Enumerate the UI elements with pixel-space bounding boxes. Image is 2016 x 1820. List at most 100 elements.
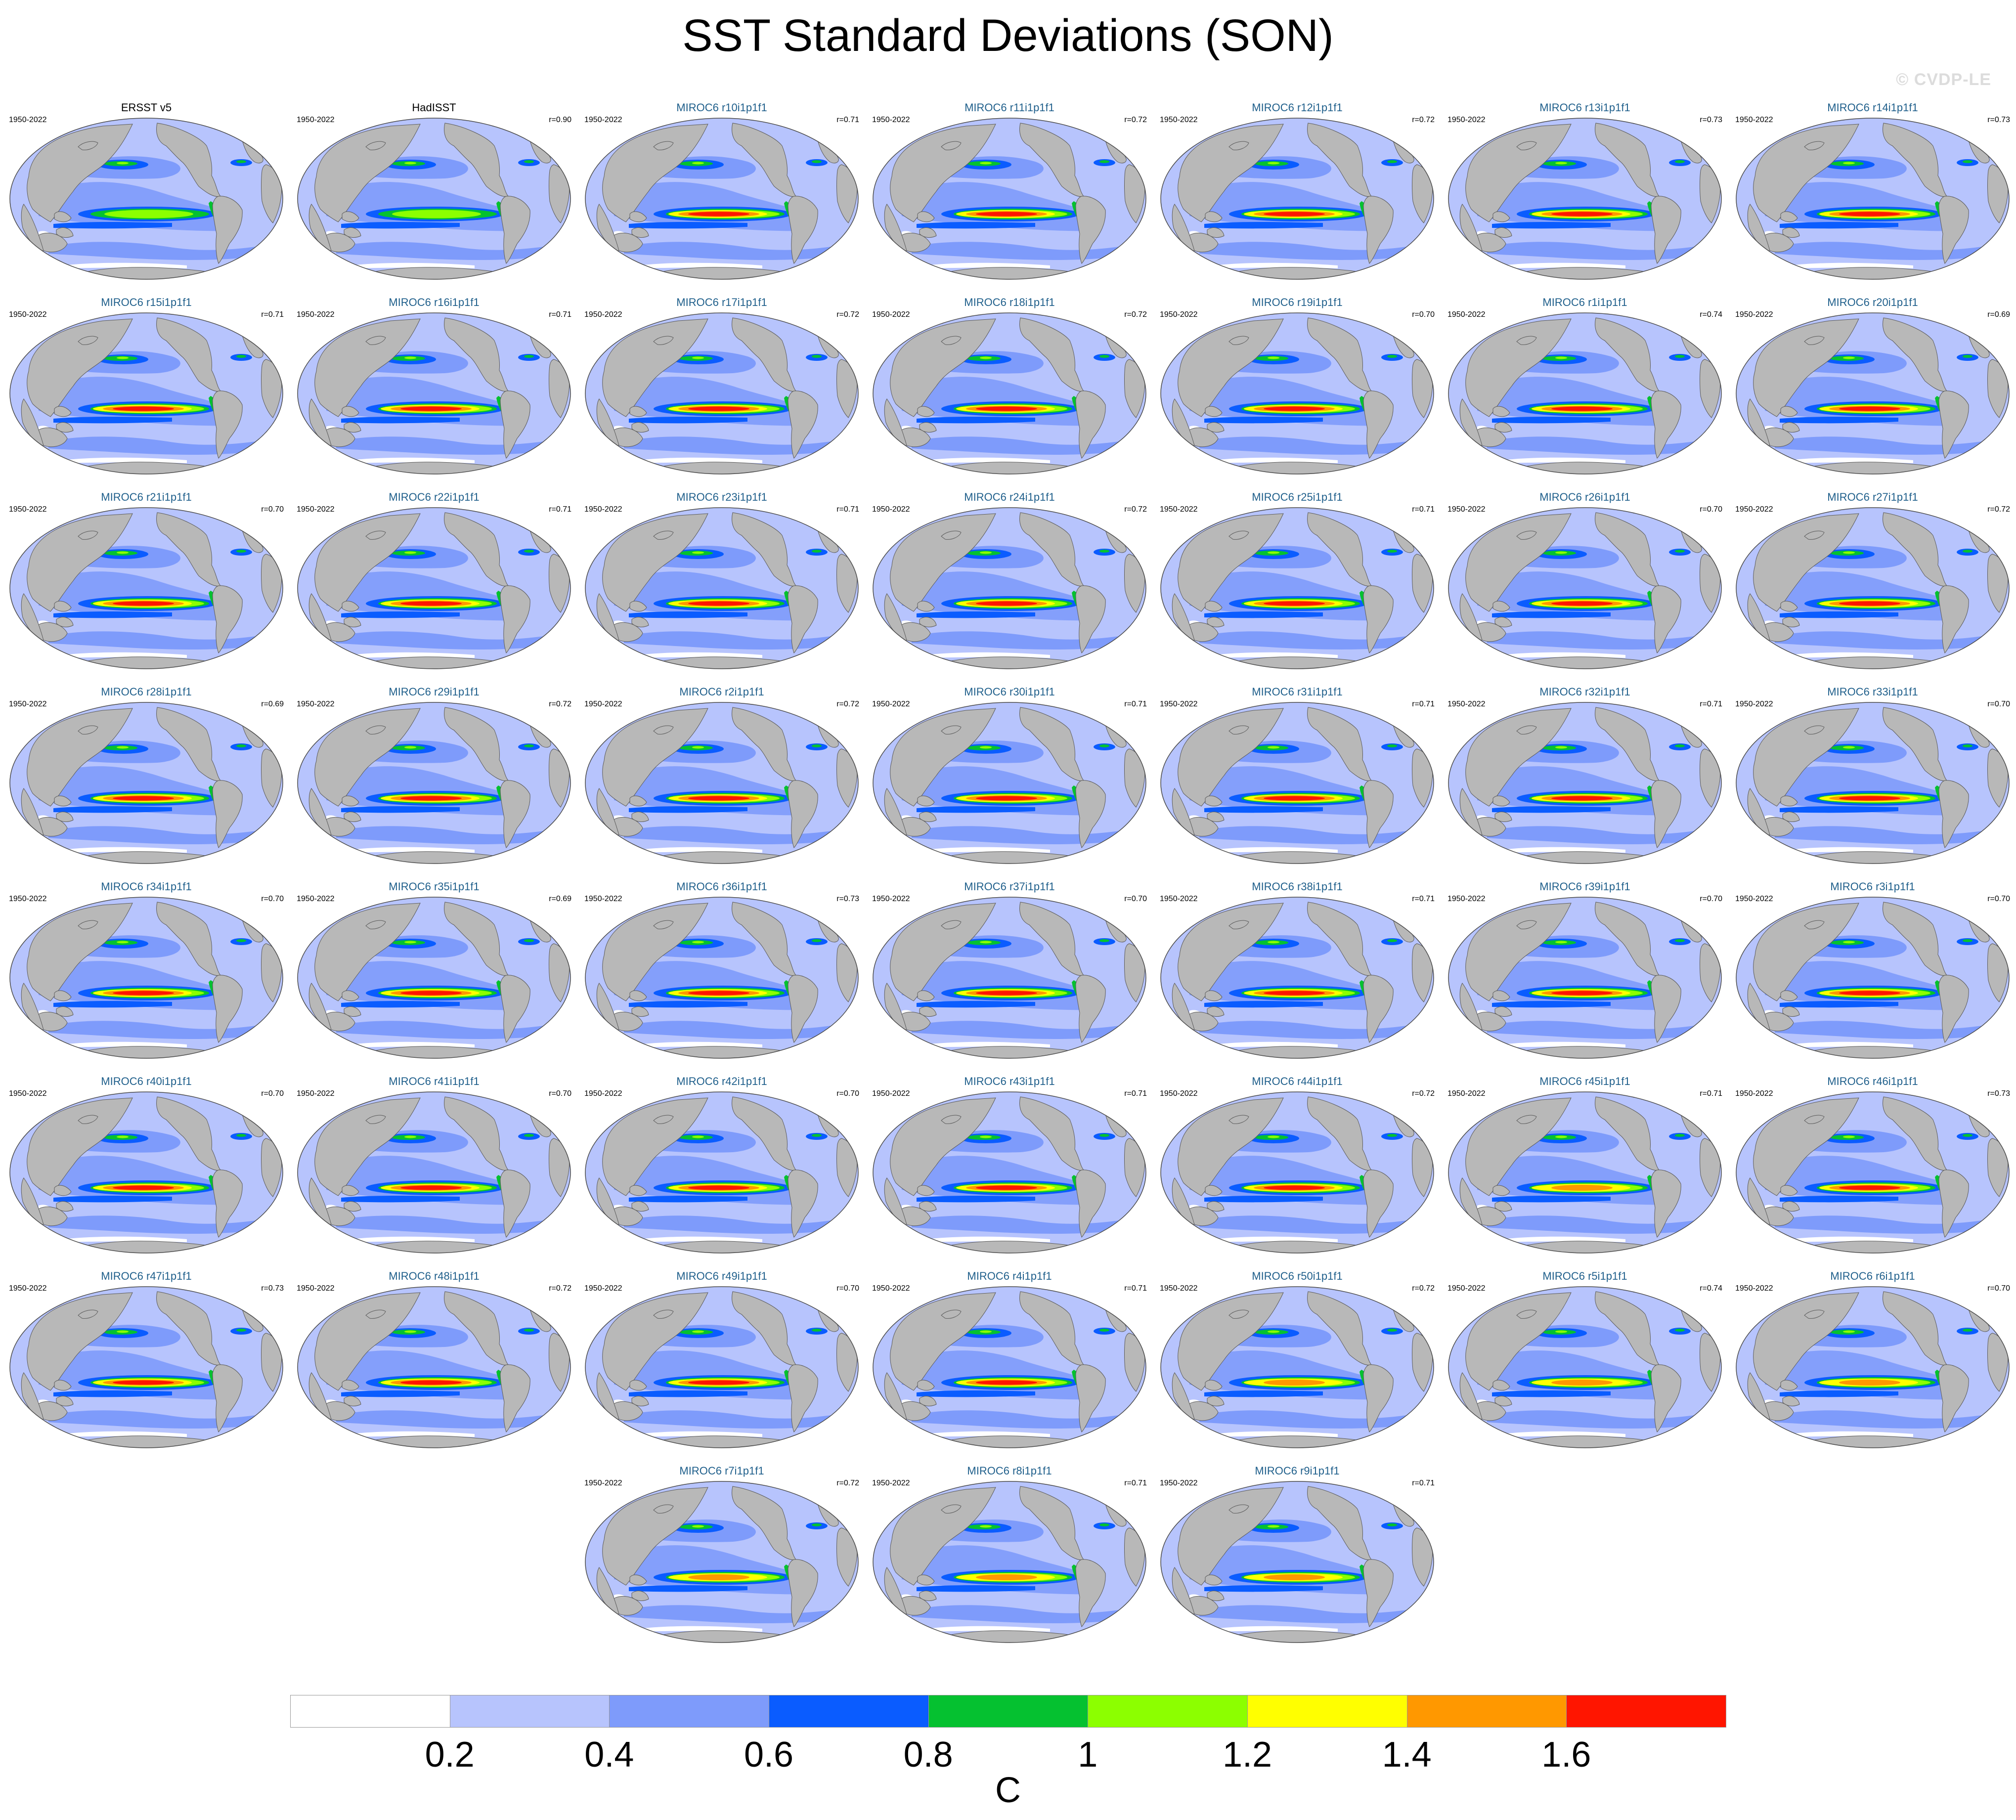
map-panel: MIROC6 r33i1p1f1 1950-2022 r=0.70 xyxy=(1729,686,2016,881)
map-panel: MIROC6 r19i1p1f1 1950-2022 r=0.70 xyxy=(1154,296,1441,491)
panel-title: MIROC6 r4i1p1f1 xyxy=(967,1270,1052,1282)
colorbar-tick-label: 1.6 xyxy=(1541,1735,1591,1775)
colorbar-swatch xyxy=(1088,1695,1248,1728)
map-panel: MIROC6 r22i1p1f1 1950-2022 r=0.71 xyxy=(291,491,577,686)
sst-map xyxy=(297,1286,571,1448)
sst-map xyxy=(1448,702,1722,864)
panel-correlation: r=0.72 xyxy=(549,1284,571,1293)
colorbar-swatch xyxy=(609,1695,769,1728)
panel-correlation: r=0.70 xyxy=(261,505,284,514)
panel-title: MIROC6 r45i1p1f1 xyxy=(1539,1075,1630,1087)
panel-period: 1950-2022 xyxy=(9,1284,47,1293)
sst-map xyxy=(585,702,859,864)
sst-map xyxy=(873,312,1146,475)
panel-correlation: r=0.71 xyxy=(1124,700,1147,708)
map-panel: MIROC6 r46i1p1f1 1950-2022 r=0.73 xyxy=(1729,1075,2016,1270)
colorbar-swatch xyxy=(769,1695,929,1728)
map-panel: MIROC6 r30i1p1f1 1950-2022 r=0.71 xyxy=(866,686,1153,881)
panel-period: 1950-2022 xyxy=(1447,1089,1486,1098)
sst-map xyxy=(9,702,283,864)
panel-period: 1950-2022 xyxy=(1735,116,1773,124)
map-panel: MIROC6 r42i1p1f1 1950-2022 r=0.70 xyxy=(578,1075,865,1270)
panel-period: 1950-2022 xyxy=(9,1089,47,1098)
map-panel: MIROC6 r4i1p1f1 1950-2022 r=0.71 xyxy=(866,1270,1153,1465)
map-panel: MIROC6 r27i1p1f1 1950-2022 r=0.72 xyxy=(1729,491,2016,686)
panel-correlation: r=0.69 xyxy=(1987,310,2010,319)
panel-period: 1950-2022 xyxy=(1447,505,1486,514)
sst-map xyxy=(1448,312,1722,475)
sst-map xyxy=(1448,1286,1722,1448)
map-panel: MIROC6 r1i1p1f1 1950-2022 r=0.74 xyxy=(1442,296,1728,491)
panel-correlation: r=0.71 xyxy=(1124,1284,1147,1293)
panel-correlation: r=0.70 xyxy=(836,1284,859,1293)
sst-map xyxy=(1448,1091,1722,1254)
sst-map xyxy=(9,312,283,475)
panel-title: MIROC6 r24i1p1f1 xyxy=(964,491,1055,503)
panel-period: 1950-2022 xyxy=(584,1284,622,1293)
sst-map xyxy=(9,897,283,1059)
panel-period: 1950-2022 xyxy=(1447,116,1486,124)
map-panel: MIROC6 r44i1p1f1 1950-2022 r=0.72 xyxy=(1154,1075,1441,1270)
sst-map xyxy=(1160,1286,1434,1448)
sst-map xyxy=(1448,897,1722,1059)
map-panel: MIROC6 r39i1p1f1 1950-2022 r=0.70 xyxy=(1442,880,1728,1076)
panel-correlation: r=0.73 xyxy=(1987,116,2010,124)
colorbar-swatch xyxy=(1566,1695,1726,1728)
panel-correlation: r=0.72 xyxy=(836,700,859,708)
sst-map xyxy=(1736,702,2010,864)
map-panel: MIROC6 r2i1p1f1 1950-2022 r=0.72 xyxy=(578,686,865,881)
colorbar-swatch xyxy=(449,1695,610,1728)
panel-period: 1950-2022 xyxy=(1735,1089,1773,1098)
colorbar-tick-label: 1 xyxy=(1078,1735,1098,1775)
map-panel: MIROC6 r47i1p1f1 1950-2022 r=0.73 xyxy=(3,1270,290,1465)
panel-title: MIROC6 r50i1p1f1 xyxy=(1252,1270,1343,1282)
panel-period: 1950-2022 xyxy=(1160,116,1198,124)
panel-correlation: r=0.70 xyxy=(1412,310,1435,319)
panel-correlation: r=0.70 xyxy=(1987,1284,2010,1293)
map-panel: MIROC6 r50i1p1f1 1950-2022 r=0.72 xyxy=(1154,1270,1441,1465)
sst-map xyxy=(873,702,1146,864)
panel-title: MIROC6 r34i1p1f1 xyxy=(101,880,192,893)
panel-title: MIROC6 r46i1p1f1 xyxy=(1827,1075,1918,1087)
map-panel: MIROC6 r8i1p1f1 1950-2022 r=0.71 xyxy=(866,1465,1153,1660)
sst-map xyxy=(1736,507,2010,669)
panel-title: MIROC6 r37i1p1f1 xyxy=(964,880,1055,893)
map-panel: MIROC6 r7i1p1f1 1950-2022 r=0.72 xyxy=(578,1465,865,1660)
panel-title: MIROC6 r27i1p1f1 xyxy=(1827,491,1918,503)
panel-title: MIROC6 r32i1p1f1 xyxy=(1539,686,1630,698)
panel-title: MIROC6 r35i1p1f1 xyxy=(389,880,480,893)
panel-period: 1950-2022 xyxy=(297,116,335,124)
panel-correlation: r=0.72 xyxy=(1412,1089,1435,1098)
colorbar-tick-label: 0.6 xyxy=(744,1735,794,1775)
panel-period: 1950-2022 xyxy=(1160,700,1198,708)
panel-correlation: r=0.71 xyxy=(1412,1479,1435,1487)
map-panel: MIROC6 r41i1p1f1 1950-2022 r=0.70 xyxy=(291,1075,577,1270)
sst-map xyxy=(297,1091,571,1254)
panel-period: 1950-2022 xyxy=(872,700,910,708)
panel-correlation: r=0.70 xyxy=(261,895,284,903)
colorbar xyxy=(290,1695,1726,1729)
panel-correlation: r=0.72 xyxy=(836,310,859,319)
panel-correlation: r=0.72 xyxy=(1987,505,2010,514)
map-panel: ERSST v5 1950-2022 xyxy=(3,101,290,297)
map-panel: MIROC6 r32i1p1f1 1950-2022 r=0.71 xyxy=(1442,686,1728,881)
panel-title: MIROC6 r49i1p1f1 xyxy=(676,1270,767,1282)
panel-correlation: r=0.73 xyxy=(1987,1089,2010,1098)
panel-period: 1950-2022 xyxy=(297,505,335,514)
panel-period: 1950-2022 xyxy=(297,895,335,903)
map-panel: HadISST 1950-2022 r=0.90 xyxy=(291,101,577,297)
panel-period: 1950-2022 xyxy=(872,1089,910,1098)
panel-period: 1950-2022 xyxy=(9,310,47,319)
sst-map xyxy=(1448,118,1722,280)
panel-correlation: r=0.73 xyxy=(261,1284,284,1293)
panel-title: MIROC6 r28i1p1f1 xyxy=(101,686,192,698)
sst-map xyxy=(297,118,571,280)
sst-map xyxy=(1160,1091,1434,1254)
panel-correlation: r=0.71 xyxy=(261,310,284,319)
panel-period: 1950-2022 xyxy=(297,1089,335,1098)
panel-correlation: r=0.71 xyxy=(1700,700,1722,708)
panel-title: MIROC6 r9i1p1f1 xyxy=(1255,1465,1340,1477)
map-panel: MIROC6 r31i1p1f1 1950-2022 r=0.71 xyxy=(1154,686,1441,881)
map-panel: MIROC6 r43i1p1f1 1950-2022 r=0.71 xyxy=(866,1075,1153,1270)
panel-title: MIROC6 r47i1p1f1 xyxy=(101,1270,192,1282)
